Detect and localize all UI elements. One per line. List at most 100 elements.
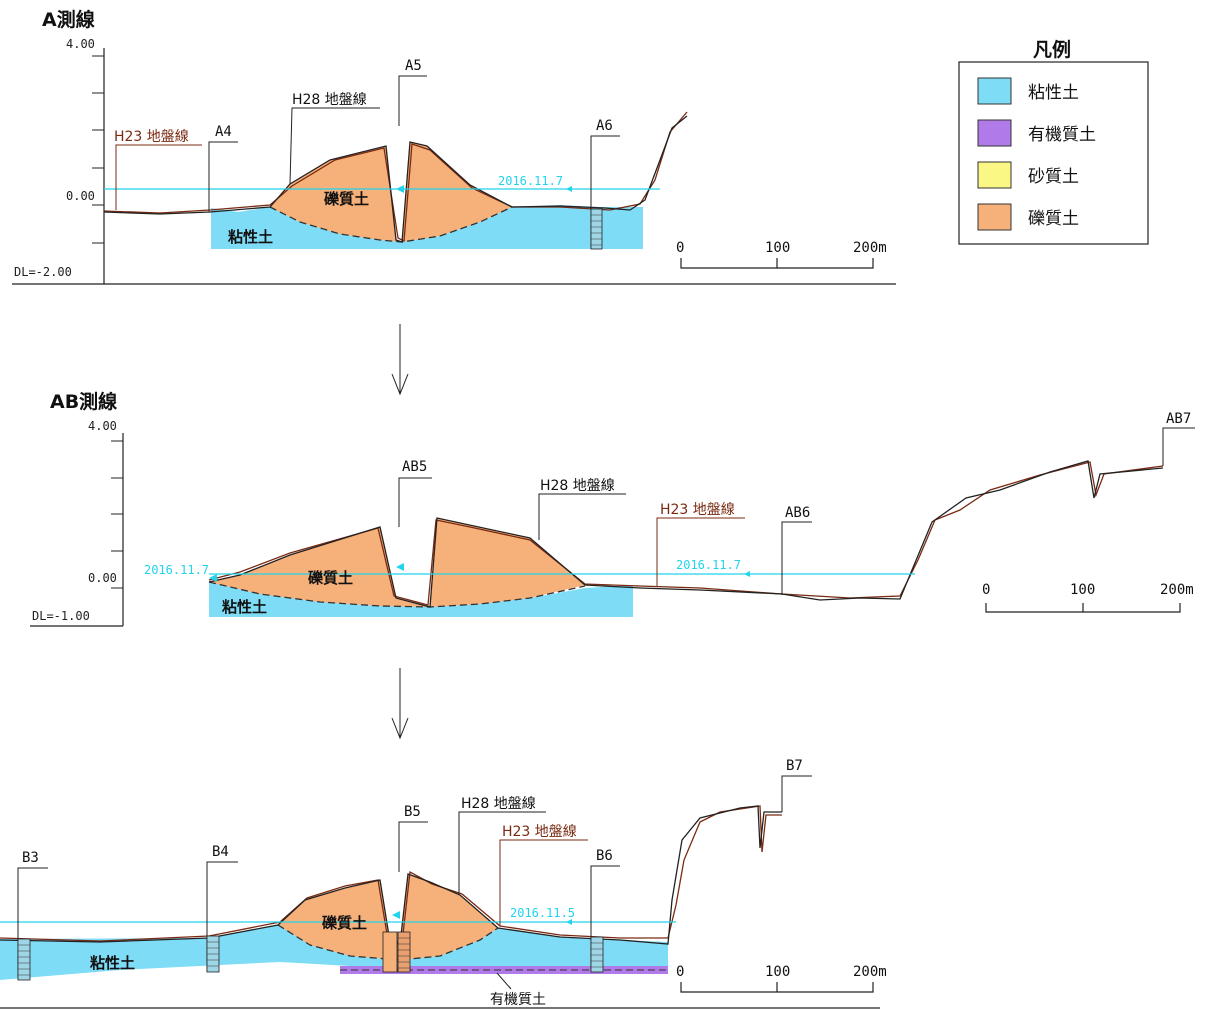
section-a-layer-boundary — [269, 206, 513, 243]
section-a-datum-label: DL=-2.00 — [14, 265, 72, 279]
section-b-borehole-b4: B4 — [212, 844, 229, 860]
section-a-water-date: 2016.11.7 — [498, 174, 563, 188]
section-b-clay-label: 粘性土 — [90, 954, 135, 972]
legend-swatch-clay — [977, 77, 1012, 105]
section-ab-y-ticks — [111, 440, 123, 589]
section-ab-water-marker-right — [744, 571, 750, 577]
section-a-y-top-label: 4.00 — [66, 37, 95, 51]
section-a-clay-layer — [211, 205, 643, 249]
section-ab-borehole-ab5-leader — [398, 477, 432, 527]
section-b-water-arrow — [392, 911, 400, 919]
section-a-h28-leader — [289, 107, 380, 185]
section-ab-borehole-ab6: AB6 — [785, 505, 810, 521]
section-ab-scale-100: 100 — [1070, 582, 1095, 598]
section-ab-layer-boundary — [208, 581, 586, 608]
section-a-water-arrow — [396, 185, 404, 193]
section-b-gravel-body — [278, 874, 498, 960]
section-b-gravel-label: 礫質土 — [322, 914, 367, 932]
section-a-borehole-a6-log — [590, 208, 603, 250]
legend-label-sand: 砂質土 — [1028, 167, 1079, 187]
section-b-borehole-b4-log — [206, 935, 220, 973]
section-a-y-zero-label: 0.00 — [66, 189, 95, 203]
section-ab-gravel-label: 礫質土 — [308, 569, 353, 587]
section-a-h28-ground-line — [103, 115, 688, 243]
section-ab-water-marker-left — [209, 574, 217, 582]
section-ab-borehole-ab7-leader — [1162, 427, 1195, 466]
section-a-borehole-a5-leader — [398, 75, 427, 126]
section-b-layer-boundary — [277, 924, 499, 961]
section-b-h28-label: H28 地盤線 — [461, 796, 536, 812]
section-b-scale-0: 0 — [676, 964, 684, 980]
legend-label-organic: 有機質土 — [1028, 125, 1096, 145]
section-b-h23-leader — [499, 839, 588, 926]
section-a-borehole-a4: A4 — [215, 124, 232, 140]
section-b-borehole-b3: B3 — [22, 850, 39, 866]
section-ab-water-date-right: 2016.11.7 — [676, 558, 741, 572]
section-b-borehole-b3-log — [17, 938, 31, 981]
section-a-y-ticks — [92, 55, 104, 244]
section-ab-scale-bar: 0 100 200m — [982, 582, 1194, 613]
section-ab-scale-200: 200m — [1160, 582, 1194, 598]
section-b-borehole-b6: B6 — [596, 848, 613, 864]
section-ab-clay-label: 粘性土 — [222, 598, 267, 616]
section-ab-water-arrow — [396, 563, 404, 571]
section-b-water-date: 2016.11.5 — [510, 906, 575, 920]
section-a-borehole-a4-leader — [208, 141, 238, 212]
section-a-water-marker — [566, 186, 572, 192]
section-ab-borehole-ab7: AB7 — [1166, 411, 1191, 427]
section-ab-h23-label: H23 地盤線 — [660, 502, 735, 518]
section-ab-borehole-ab5: AB5 — [402, 459, 427, 475]
section-ab-title: AB測線 — [50, 390, 117, 413]
section-b-borehole-b5-log — [382, 931, 411, 973]
section-a-title: A測線 — [42, 8, 95, 31]
section-b-scale-200: 200m — [853, 964, 887, 980]
section-a: A測線 4.00 0.00 DL=-2.00 2016.11.7 — [12, 8, 896, 285]
legend-title: 凡例 — [1033, 38, 1071, 61]
section-a-scale-100: 100 — [765, 240, 790, 256]
section-b-borehole-b5: B5 — [404, 804, 421, 820]
legend-label-gravel: 礫質土 — [1028, 209, 1079, 229]
legend-swatch-gravel — [977, 203, 1012, 231]
section-b-borehole-b7-leader — [781, 775, 812, 812]
section-b: 2016.11.5 H28 地盤線 H23 地盤線 B3 B4 B5 B6 B7 — [0, 758, 887, 1009]
section-b-organic-label: 有機質土 — [490, 992, 546, 1008]
section-b-borehole-b6-log — [590, 936, 604, 973]
section-a-borehole-a5: A5 — [405, 58, 422, 74]
section-a-h23-leader — [115, 144, 202, 210]
section-ab-water-date-left: 2016.11.7 — [144, 563, 209, 577]
section-ab-datum-label: DL=-1.00 — [32, 609, 90, 623]
section-ab-h28-ground-line — [208, 460, 1164, 608]
legend: 凡例 粘性土 有機質土 砂質土 礫質土 — [958, 38, 1149, 245]
section-ab-h28-label: H28 地盤線 — [540, 478, 615, 494]
section-b-borehole-b4-leader — [206, 861, 238, 972]
section-a-h23-label: H23 地盤線 — [114, 129, 189, 145]
section-ab-h28-leader — [538, 493, 626, 540]
section-ab-h23-leader — [656, 517, 745, 586]
section-b-organic-leader — [496, 972, 512, 990]
section-a-scale-200: 200m — [853, 240, 887, 256]
section-ab: AB測線 4.00 0.00 DL=-1.00 2016.11.7 2016.1… — [30, 390, 1195, 627]
legend-swatch-sand — [977, 161, 1012, 189]
section-ab-gravel-body — [209, 518, 585, 607]
legend-swatch-organic — [977, 119, 1012, 147]
section-ab-clay-layer — [209, 582, 633, 617]
section-ab-scale-0: 0 — [982, 582, 990, 598]
section-a-gravel-label: 礫質土 — [324, 190, 369, 208]
section-a-scale-0: 0 — [676, 240, 684, 256]
section-b-scale-bar: 0 100 200m — [676, 964, 887, 993]
section-a-clay-label: 粘性土 — [228, 228, 273, 246]
flow-arrow-2 — [391, 668, 409, 740]
section-b-h23-label: H23 地盤線 — [502, 824, 577, 840]
section-b-borehole-b5-leader — [398, 821, 428, 872]
section-a-borehole-a6: A6 — [596, 118, 613, 134]
legend-label-clay: 粘性土 — [1028, 83, 1079, 103]
section-ab-y-zero-label: 0.00 — [88, 571, 117, 585]
section-b-borehole-b7: B7 — [786, 758, 803, 774]
section-b-h28-ground-line — [0, 805, 782, 945]
section-b-h28-leader — [458, 811, 546, 894]
section-a-scale-bar: 0 100 200m — [676, 240, 887, 269]
section-a-gravel-body — [270, 142, 512, 242]
section-ab-borehole-ab6-leader — [781, 521, 812, 595]
section-ab-y-top-label: 4.00 — [88, 419, 117, 433]
